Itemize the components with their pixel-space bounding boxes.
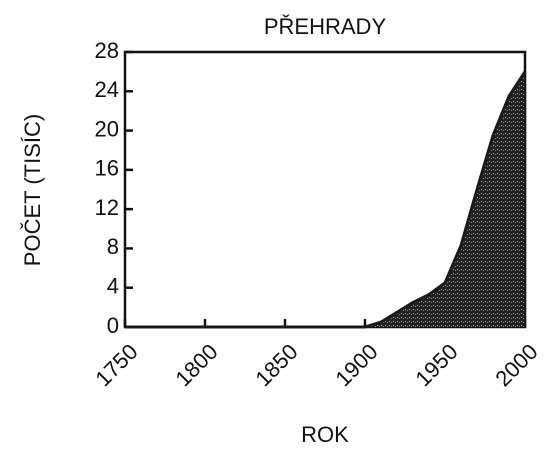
x-tick-label: 1750 [90,339,142,391]
x-tick-label: 1950 [410,339,462,391]
y-tick-label: 12 [95,195,119,220]
y-tick-label: 24 [95,77,119,102]
y-tick-label: 0 [107,313,119,338]
y-tick-label: 28 [95,38,119,63]
x-tick-label: 1800 [170,339,222,391]
x-tick-label: 1900 [330,339,382,391]
x-tick-label: 1850 [250,339,302,391]
x-axis-label: ROK [301,422,349,447]
y-tick-label: 20 [95,116,119,141]
y-axis-label: POČET (TISÍC) [20,114,45,266]
y-tick-label: 4 [107,274,119,299]
x-tick-label: 2000 [490,339,542,391]
y-tick-label: 16 [95,156,119,181]
y-tick-label: 8 [107,234,119,259]
area-line [125,70,527,329]
chart-title: PŘEHRADY [264,14,387,39]
area [125,71,525,328]
